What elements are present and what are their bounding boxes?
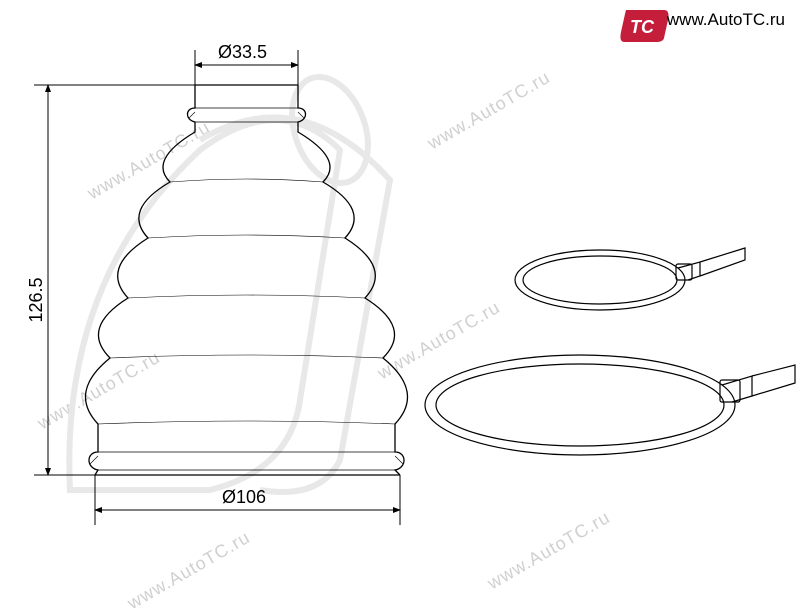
clamp-small	[515, 248, 745, 310]
brand-logo: TC	[620, 8, 670, 43]
dimension-height	[34, 85, 195, 475]
dimension-top-diameter-label: Ø33.5	[218, 42, 267, 62]
svg-text:TC: TC	[630, 17, 655, 37]
technical-drawing: Ø33.5 126.5 Ø106	[0, 0, 800, 600]
website-url: www.AutoTC.ru	[667, 10, 785, 30]
cv-boot-outline	[86, 85, 408, 475]
dimension-bottom-diameter-label: Ø106	[222, 487, 266, 507]
dimension-height-label: 126.5	[26, 277, 46, 322]
clamp-large	[425, 355, 795, 455]
